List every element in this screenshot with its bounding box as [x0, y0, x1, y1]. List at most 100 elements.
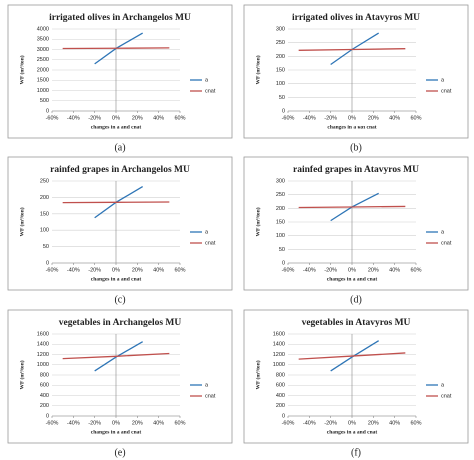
- y-tick-label: 200: [276, 206, 285, 212]
- y-tick-label: 1400: [273, 342, 285, 348]
- x-tick-label: 40%: [153, 267, 164, 273]
- legend-label: cnat: [441, 393, 452, 399]
- y-tick-label: 150: [276, 219, 285, 225]
- legend-label: a: [441, 382, 445, 388]
- panel-frame: [7, 156, 233, 291]
- y-tick-label: 300: [276, 26, 285, 32]
- x-tick-label: -20%: [88, 267, 101, 273]
- y-tick-label: 1400: [37, 342, 49, 348]
- y-axis-label: WF (m³/ton): [18, 360, 25, 389]
- x-tick-label: 0%: [348, 267, 356, 273]
- y-tick-label: 1600: [37, 331, 49, 337]
- y-tick-label: 2500: [37, 57, 49, 63]
- y-tick-label: 300: [276, 178, 285, 184]
- x-tick-label: 60%: [174, 267, 185, 273]
- x-tick-label: -60%: [282, 115, 295, 121]
- x-axis-label: changes in a and cnat: [91, 124, 142, 130]
- y-tick-label: 50: [279, 95, 285, 101]
- y-tick-label: 600: [40, 383, 49, 389]
- y-tick-label: 50: [279, 247, 285, 253]
- x-tick-label: 60%: [410, 115, 421, 121]
- legend-label: a: [205, 77, 209, 83]
- panel-caption: (d): [350, 294, 362, 305]
- y-tick-label: 400: [276, 393, 285, 399]
- x-tick-label: 20%: [132, 267, 143, 273]
- y-tick-label: 0: [282, 108, 285, 114]
- y-axis-label: WF (m³/ton): [18, 55, 25, 84]
- y-tick-label: 200: [276, 403, 285, 409]
- x-tick-label: 40%: [153, 115, 164, 121]
- y-tick-label: 4000: [37, 26, 49, 32]
- y-tick-label: 250: [40, 178, 49, 184]
- x-tick-label: -20%: [324, 420, 337, 426]
- x-tick-label: -60%: [46, 115, 59, 121]
- y-tick-label: 0: [46, 108, 49, 114]
- panel-caption: (f): [351, 447, 361, 458]
- y-tick-label: 0: [46, 260, 49, 266]
- legend-label: cnat: [205, 88, 216, 94]
- series-line: [298, 352, 406, 360]
- x-tick-label: -40%: [303, 420, 316, 426]
- y-tick-label: 0: [46, 413, 49, 419]
- x-tick-label: 0%: [348, 420, 356, 426]
- panel-frame: [7, 309, 233, 444]
- panel-caption: (e): [114, 447, 125, 458]
- legend-label: cnat: [441, 88, 452, 94]
- y-axis-label: WF (m³/ton): [254, 360, 261, 389]
- x-axis-label: changes in a και cnat: [327, 124, 376, 130]
- chart-title: irrigated olives in Atavyros MU: [292, 13, 420, 23]
- y-tick-label: 200: [40, 403, 49, 409]
- x-tick-label: 40%: [389, 420, 400, 426]
- x-tick-label: 20%: [132, 115, 143, 121]
- y-tick-label: 1200: [37, 352, 49, 358]
- y-tick-label: 600: [276, 383, 285, 389]
- x-tick-label: 0%: [112, 267, 120, 273]
- y-tick-label: 250: [276, 192, 285, 198]
- y-tick-label: 0: [282, 260, 285, 266]
- legend-label: cnat: [205, 240, 216, 246]
- y-tick-label: 50: [43, 244, 49, 250]
- y-tick-label: 800: [276, 372, 285, 378]
- y-tick-label: 2000: [37, 67, 49, 73]
- x-tick-label: 0%: [348, 115, 356, 121]
- x-tick-label: 0%: [112, 115, 120, 121]
- y-tick-label: 100: [276, 233, 285, 239]
- chart-title: vegetables in Atavyros MU: [302, 318, 411, 328]
- panel-frame: [243, 4, 469, 139]
- x-axis-label: changes in a and cnat: [327, 276, 378, 282]
- x-tick-label: -40%: [67, 115, 80, 121]
- y-tick-label: 150: [276, 67, 285, 73]
- x-axis-label: changes in a and cnat: [91, 276, 142, 282]
- x-tick-label: 20%: [368, 267, 379, 273]
- y-tick-label: 150: [40, 211, 49, 217]
- x-tick-label: 60%: [174, 115, 185, 121]
- chart-title: irrigated olives in Archangelos MU: [49, 13, 191, 23]
- x-tick-label: -20%: [324, 267, 337, 273]
- x-tick-label: -40%: [67, 267, 80, 273]
- x-axis-label: changes in a and cnat: [327, 429, 378, 435]
- x-tick-label: -60%: [46, 420, 59, 426]
- panel-caption: (a): [114, 142, 125, 153]
- y-tick-label: 0: [282, 413, 285, 419]
- series-line: [330, 340, 380, 372]
- y-axis-label: WF (m³/ton): [254, 55, 261, 84]
- y-tick-label: 1000: [273, 362, 285, 368]
- x-axis-label: changes in a and cnat: [91, 429, 142, 435]
- panel-frame: [243, 309, 469, 444]
- x-tick-label: -20%: [88, 420, 101, 426]
- legend-label: cnat: [205, 393, 216, 399]
- x-tick-label: -40%: [67, 420, 80, 426]
- y-tick-label: 1500: [37, 78, 49, 84]
- panel-frame: [7, 4, 233, 139]
- chart-title: vegetables in Archangelos MU: [59, 318, 182, 328]
- x-tick-label: -40%: [303, 115, 316, 121]
- y-tick-label: 1600: [273, 331, 285, 337]
- y-tick-label: 100: [40, 228, 49, 234]
- y-axis-label: WF (m³/ton): [18, 207, 25, 236]
- y-tick-label: 3500: [37, 37, 49, 43]
- x-tick-label: 60%: [174, 420, 185, 426]
- legend-label: a: [205, 229, 209, 235]
- x-tick-label: 40%: [389, 267, 400, 273]
- legend-label: a: [441, 77, 445, 83]
